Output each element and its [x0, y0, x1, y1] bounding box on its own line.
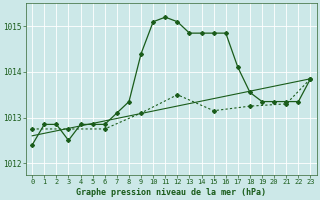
X-axis label: Graphe pression niveau de la mer (hPa): Graphe pression niveau de la mer (hPa) [76, 188, 266, 197]
